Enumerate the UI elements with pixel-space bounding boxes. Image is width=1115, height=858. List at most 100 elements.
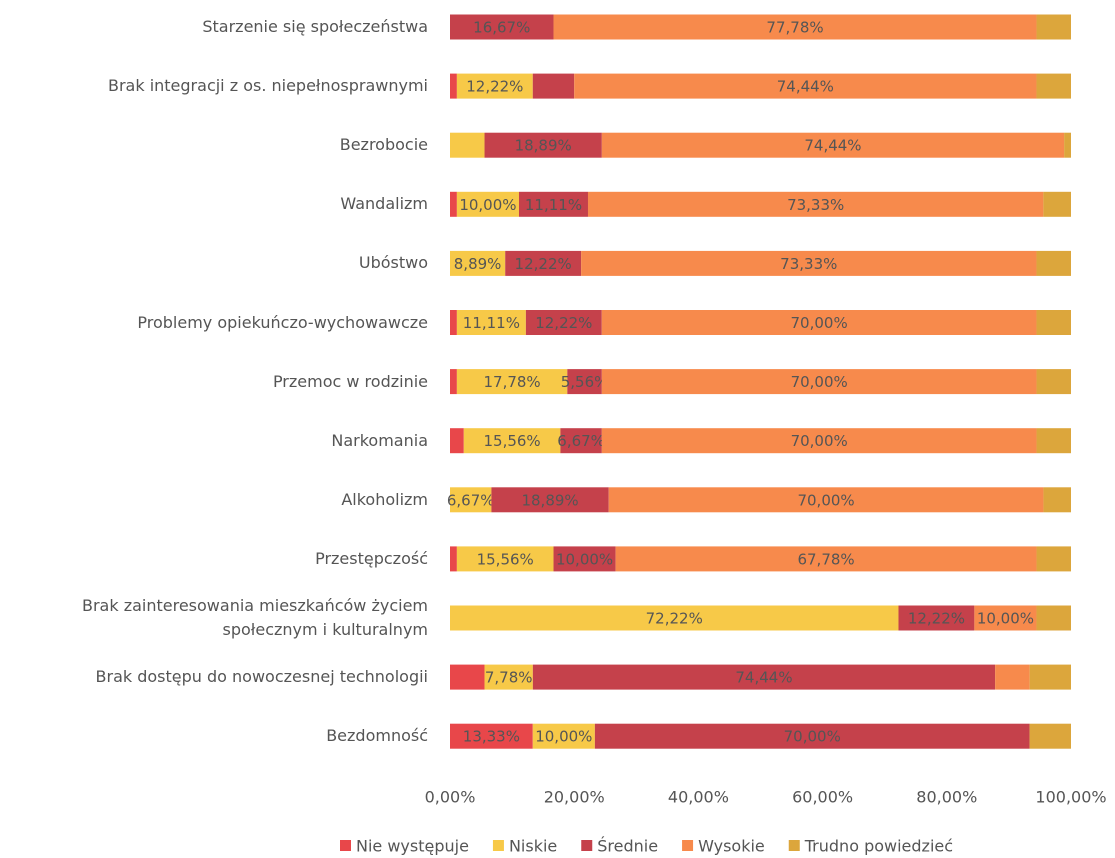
data-label: 10,00% [459, 196, 516, 214]
bar-segment [601, 369, 1037, 395]
bar-segment [1036, 310, 1071, 335]
bar-segment [450, 191, 457, 217]
x-tick-label: 80,00% [916, 788, 977, 807]
data-label: 5,56% [561, 373, 609, 391]
y-tick-label: Bezrobocie [339, 135, 428, 155]
bar-segment [450, 487, 492, 513]
data-label: 72,22% [646, 610, 703, 628]
bar-segment [1036, 605, 1071, 631]
bar-segment [1036, 250, 1071, 276]
legend-label: Trudno powiedzieć [804, 837, 953, 856]
bar-segment [525, 310, 602, 335]
data-label: 74,44% [777, 78, 834, 96]
y-tick-label: Narkomania [331, 430, 428, 450]
legend-swatch [492, 840, 504, 851]
bar-segment [1029, 664, 1071, 690]
data-label: 8,89% [454, 255, 502, 273]
x-tick-label: 0,00% [425, 788, 476, 807]
data-label: 74,44% [804, 137, 861, 155]
data-label: 18,89% [521, 491, 578, 509]
bar-segment [450, 605, 899, 631]
bar-segment [518, 191, 588, 217]
bar-segment [484, 132, 602, 158]
bar-segment [1029, 723, 1071, 749]
bar-segment [456, 546, 554, 572]
y-tick-label: Przemoc w rodzinie [272, 371, 428, 391]
bar-segment [567, 369, 602, 395]
y-tick-label: Brak dostępu do nowoczesnej technologii [95, 667, 428, 687]
legend-label: Średnie [597, 837, 658, 856]
x-tick-label: 20,00% [544, 788, 605, 807]
data-label: 73,33% [780, 255, 837, 273]
bar-segment [450, 428, 464, 454]
bar-segment [601, 310, 1037, 335]
legend-swatch [340, 840, 351, 851]
bar-segment [491, 487, 609, 513]
data-label: 70,00% [791, 432, 848, 450]
bar-segment [587, 191, 1044, 217]
bar-segment [505, 250, 582, 276]
bar-segment [974, 605, 1037, 631]
bar-segment [456, 310, 526, 335]
data-label: 74,44% [735, 669, 792, 687]
data-label: 18,89% [515, 137, 572, 155]
bar-segment [1036, 546, 1071, 572]
bar-segment [995, 664, 1030, 690]
bar-segment [1036, 428, 1071, 454]
bar-segment [532, 723, 595, 749]
y-tick-label: Brak zainteresowania mieszkańców życiem … [81, 596, 428, 639]
data-label: 77,78% [766, 19, 823, 37]
data-label: 11,11% [525, 196, 582, 214]
data-label: 15,56% [483, 432, 540, 450]
data-label: 15,56% [477, 550, 534, 568]
data-label: 13,33% [463, 728, 520, 746]
legend-label: Nie występuje [356, 837, 469, 856]
bar-segment [450, 723, 533, 749]
data-label: 6,67% [447, 491, 495, 509]
data-label: 12,22% [466, 78, 523, 96]
y-tick-label: Problemy opiekuńczo-wychowawcze [137, 312, 428, 332]
bar-segment [574, 73, 1037, 99]
bar-segment [1036, 369, 1071, 395]
y-tick-label: Przestępczość [315, 548, 428, 568]
bar-segment [456, 191, 519, 217]
data-label: 16,67% [473, 19, 530, 37]
y-tick-label: Wandalizm [340, 194, 428, 214]
bar-segment [450, 546, 457, 572]
y-tick-label: Ubóstwo [358, 253, 428, 273]
bar-segment [615, 546, 1037, 572]
bar-segment [450, 250, 506, 276]
bar-segment [601, 428, 1037, 454]
bar-segment [601, 132, 1065, 158]
data-label: 67,78% [797, 550, 854, 568]
data-label: 6,67% [557, 432, 605, 450]
bar-segment [1036, 73, 1071, 99]
bar-segment [553, 546, 616, 572]
bar-segment [450, 132, 485, 158]
legend-swatch [788, 840, 800, 851]
bar-segment [608, 487, 1044, 513]
bar-segment [898, 605, 975, 631]
y-tick-label: Brak integracji z os. niepełnosprawnymi [107, 76, 428, 96]
data-label: 73,33% [787, 196, 844, 214]
bar-segment [450, 664, 485, 690]
legend-swatch [581, 840, 593, 851]
bar-segment [1043, 487, 1071, 513]
bar-segment [450, 310, 457, 335]
y-tick-label: Bezdomność [326, 726, 428, 746]
bar-segment [456, 369, 568, 395]
data-label: 10,00% [535, 728, 592, 746]
data-label: 70,00% [784, 728, 841, 746]
bar-segment [456, 73, 533, 99]
bar-segment [1036, 14, 1071, 40]
x-tick-label: 100,00% [1035, 788, 1106, 807]
legend-label: Wysokie [698, 837, 765, 856]
bar-segment [594, 723, 1030, 749]
legend-label: Niskie [509, 837, 557, 856]
bar-segment [1043, 191, 1071, 217]
data-label: 70,00% [791, 314, 848, 332]
x-tick-label: 60,00% [792, 788, 853, 807]
data-label: 12,22% [515, 255, 572, 273]
data-label: 10,00% [556, 550, 613, 568]
